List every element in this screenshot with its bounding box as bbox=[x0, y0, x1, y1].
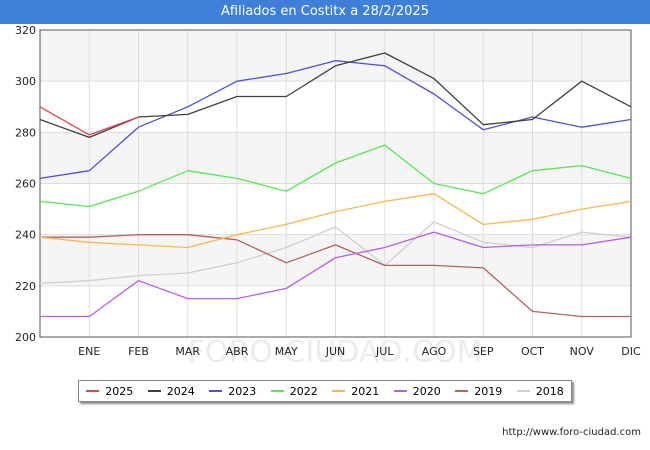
line-chart: FORO-CIUDAD.COM 200 220 240 260 280 300 320 ENE… bbox=[15, 24, 641, 364]
x-tick-label: DIC bbox=[621, 345, 641, 358]
legend-item-2022: 2022 bbox=[270, 384, 318, 398]
legend-swatch bbox=[147, 390, 161, 392]
series-line-2025 bbox=[39, 106, 139, 136]
legend-label: 2025 bbox=[105, 384, 134, 398]
x-tick-label: JUN bbox=[325, 345, 346, 358]
plot-frame bbox=[39, 29, 632, 338]
series-line-2018 bbox=[39, 221, 632, 284]
legend-swatch bbox=[270, 390, 284, 392]
x-tick-label: ENE bbox=[78, 345, 100, 358]
series-line-2019 bbox=[40, 234, 631, 318]
legend-swatch bbox=[516, 390, 530, 392]
legend-item-2025: 2025 bbox=[86, 385, 133, 398]
legend-swatch bbox=[209, 390, 223, 392]
legend-item-2021: 2021 bbox=[332, 385, 379, 398]
x-tick-label: FEB bbox=[128, 345, 149, 358]
legend-label: 2023 bbox=[228, 384, 257, 398]
legend-label: 2020 bbox=[412, 384, 441, 398]
legend-swatch bbox=[393, 390, 407, 392]
y-tick-label: 240 bbox=[15, 229, 36, 242]
legend-label: 2019 bbox=[474, 384, 503, 398]
chart-title: Afiliados en Costitx a 28/2/2025 bbox=[0, 0, 650, 24]
legend-label: 2022 bbox=[289, 384, 318, 398]
legend-swatch bbox=[455, 390, 469, 392]
x-tick-label: JUL bbox=[375, 345, 394, 358]
series-line-2021 bbox=[39, 193, 632, 249]
watermark: FORO-CIUDAD.COM bbox=[188, 335, 483, 364]
footer-url: http://www.foro-ciudad.com bbox=[502, 427, 641, 438]
legend-label: 2018 bbox=[535, 384, 564, 398]
legend-item-2019: 2019 bbox=[455, 385, 502, 398]
legend-label: 2024 bbox=[166, 384, 195, 398]
y-tick-label: 320 bbox=[15, 24, 36, 37]
legend: 2025 2024 2023 2022 2021 2020 2019 2018 bbox=[78, 380, 572, 402]
y-tick-label: 280 bbox=[15, 126, 36, 139]
series-line-2022 bbox=[39, 144, 632, 208]
x-tick-label: MAY bbox=[275, 345, 298, 358]
legend-swatch bbox=[86, 390, 100, 392]
series-line-2020 bbox=[40, 231, 632, 318]
y-tick-label: 300 bbox=[15, 75, 36, 88]
x-tick-label: AGO bbox=[422, 345, 447, 358]
x-tick-label: OCT bbox=[521, 345, 544, 358]
y-tick-label: 200 bbox=[15, 331, 36, 344]
legend-item-2020: 2020 bbox=[393, 384, 441, 398]
y-tick-label: 260 bbox=[15, 178, 36, 191]
x-tick-label: SEP bbox=[473, 345, 494, 358]
x-tick-label: ABR bbox=[226, 345, 249, 358]
legend-swatch bbox=[332, 390, 346, 392]
x-tick-label: MAR bbox=[175, 345, 200, 358]
legend-item-2023: 2023 bbox=[209, 385, 256, 398]
y-tick-label: 220 bbox=[15, 280, 36, 293]
x-tick-label: NOV bbox=[570, 345, 595, 358]
legend-item-2024: 2024 bbox=[147, 384, 195, 398]
legend-label: 2021 bbox=[351, 384, 380, 398]
series-line-2023 bbox=[39, 60, 632, 180]
legend-item-2018: 2018 bbox=[516, 384, 564, 398]
